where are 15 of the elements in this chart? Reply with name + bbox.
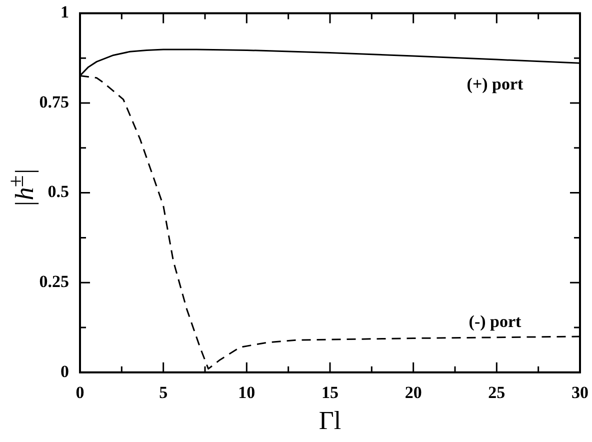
x-tick-label: 5 (159, 382, 168, 402)
x-tick-label: 30 (572, 382, 588, 402)
x-axis-title: Γl (318, 406, 342, 436)
y-tick-label: 1 (60, 2, 69, 22)
y-tick-label: 0.75 (39, 92, 69, 112)
x-tick-label: 10 (238, 382, 256, 402)
x-tick-label: 0 (76, 382, 84, 402)
x-tick-label: 15 (322, 382, 338, 402)
x-tick-label: 20 (404, 382, 422, 402)
x-tick-label: 25 (488, 382, 506, 402)
annotation: (-) port (468, 312, 522, 331)
y-tick-label: 0.5 (48, 182, 69, 202)
annotation: (+) port (466, 74, 524, 94)
y-tick-label: 0 (60, 362, 69, 381)
y-tick-label: 0.25 (39, 272, 69, 291)
